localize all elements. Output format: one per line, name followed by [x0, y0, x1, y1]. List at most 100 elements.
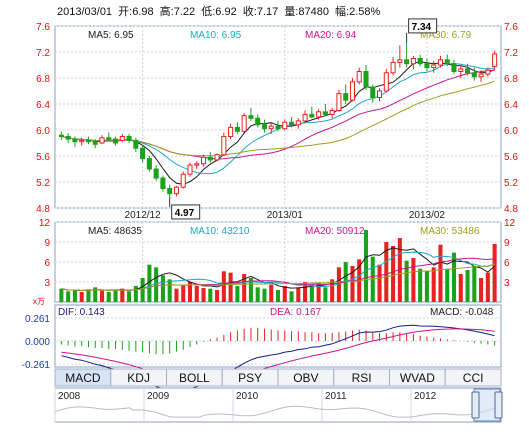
macd-dea-line: [61, 328, 495, 384]
candle-body: [268, 125, 274, 130]
max-price-label: 7.34: [412, 22, 432, 33]
candle-body: [390, 61, 396, 74]
volume-unit: x万: [33, 297, 45, 306]
tab-background[interactable]: [444, 368, 502, 387]
candle-body: [65, 136, 71, 140]
tab-label[interactable]: CCI: [463, 371, 484, 385]
volume-axis: 3 3 6 6 9 9 12 12: [39, 218, 516, 289]
volume-tick-left: 9: [44, 238, 50, 249]
navigator-year-label: 2008: [58, 391, 81, 402]
candle-body: [282, 121, 288, 130]
candle-body: [126, 136, 132, 141]
volume-bar: [242, 274, 247, 302]
volume-bar: [127, 291, 132, 302]
volume-legend-ma20: MA20: 50912: [305, 226, 365, 237]
candle-body: [261, 124, 267, 130]
price-tick-left: 6.4: [36, 100, 50, 111]
navigator-year-label: 2012: [414, 391, 437, 402]
candle-body: [289, 121, 295, 126]
tab-cci[interactable]: CCI: [444, 368, 502, 387]
macd-dea-label: DEA: 0.167: [270, 307, 322, 318]
tab-label[interactable]: KDJ: [127, 371, 150, 385]
max-price-marker: 7.34: [406, 18, 438, 43]
candle-body: [194, 163, 200, 166]
candle-body: [410, 58, 416, 65]
candle-body: [140, 147, 146, 160]
candle-body: [228, 126, 234, 138]
price-legend-ma10: MA10: 6.95: [190, 30, 242, 41]
volume-grid: [55, 221, 501, 302]
candle-body: [85, 139, 91, 143]
volume-bar: [363, 230, 369, 302]
volume-bars: [59, 230, 497, 302]
header-volume-label: 量:: [284, 5, 298, 18]
volume-bar: [59, 288, 64, 302]
candle-body: [478, 73, 484, 78]
navigator-right-handle[interactable]: [494, 391, 503, 419]
macd-tick-left: -0.261: [22, 360, 51, 371]
candle-body: [383, 72, 389, 92]
candles: [58, 42, 498, 197]
price-legend: MA5: 6.95 MA10: 6.95 MA20: 6.94 MA30: 6.…: [88, 30, 472, 41]
candle-body: [255, 117, 261, 126]
header-high: 7.22: [174, 6, 195, 18]
price-tick-left: 6.8: [36, 74, 50, 85]
indicator-tabs: MACD KDJ BOLL PSY OBV RSI WVAD CCI: [54, 368, 502, 387]
volume-bar: [350, 266, 355, 302]
volume-bar: [181, 284, 186, 302]
header-open-label: 开:: [118, 6, 132, 18]
volume-bar: [86, 289, 91, 302]
price-legend-ma20: MA20: 6.94: [305, 30, 357, 41]
volume-bar: [93, 287, 98, 302]
candle-body: [417, 58, 423, 65]
volume-bar: [140, 278, 145, 302]
candle-body: [465, 68, 471, 74]
tab-label[interactable]: OBV: [293, 371, 318, 385]
volume-bar: [424, 271, 429, 302]
volume-bar: [431, 267, 436, 302]
price-tick-left: 4.8: [36, 204, 50, 215]
tab-macd[interactable]: MACD: [54, 368, 112, 387]
price-legend-ma5: MA5: 6.95: [88, 30, 134, 41]
volume-tick-left: 6: [44, 258, 50, 269]
candle-body: [424, 63, 430, 69]
candle-body: [397, 59, 403, 63]
candle-body: [356, 71, 362, 83]
header-low: 6.92: [215, 6, 236, 18]
price-panel-frame: [54, 25, 502, 209]
volume-bar: [391, 246, 396, 302]
tab-obv[interactable]: OBV: [277, 368, 335, 387]
volume-bar: [438, 244, 443, 302]
volume-tick-left: 12: [39, 218, 51, 229]
tab-psy[interactable]: PSY: [221, 368, 279, 387]
volume-bar: [303, 282, 308, 302]
candle-body: [377, 90, 383, 98]
volume-bar: [208, 288, 213, 302]
tab-wvad[interactable]: WVAD: [389, 368, 446, 387]
tab-label[interactable]: PSY: [238, 371, 262, 385]
tab-label[interactable]: RSI: [352, 371, 372, 385]
volume-bar: [99, 290, 105, 302]
candle-body: [349, 81, 355, 101]
candle-body: [316, 111, 322, 118]
volume-tick-right: 6: [504, 258, 510, 269]
candle-body: [309, 113, 315, 118]
candle-body: [153, 168, 159, 179]
volume-bar: [113, 290, 118, 302]
volume-bar: [194, 286, 199, 302]
volume-bar: [248, 278, 253, 302]
candle-body: [58, 134, 64, 137]
tab-label[interactable]: BOLL: [179, 371, 210, 385]
navigator-year-label: 2011: [325, 391, 347, 402]
x-axis-labels: 2012/12 2013/01 2013/02: [125, 210, 446, 221]
tab-label[interactable]: MACD: [65, 371, 101, 385]
price-tick-right: 5.2: [504, 178, 518, 189]
volume-bar: [309, 284, 314, 302]
volume-bar: [187, 282, 193, 302]
tab-label[interactable]: WVAD: [400, 371, 435, 385]
tab-rsi[interactable]: RSI: [333, 368, 390, 387]
navigator-left-handle[interactable]: [471, 391, 480, 419]
tab-boll[interactable]: BOLL: [166, 368, 223, 387]
volume-bar: [485, 272, 490, 302]
tab-kdj[interactable]: KDJ: [110, 368, 167, 387]
